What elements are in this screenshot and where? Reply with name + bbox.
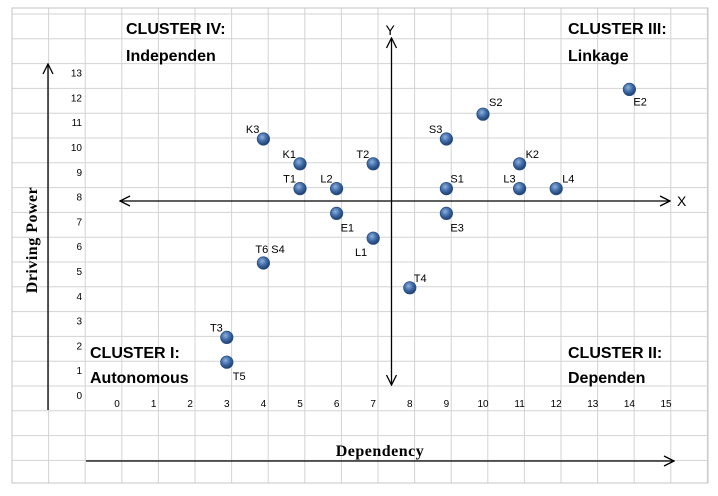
y-tick-label: 11 xyxy=(72,118,83,129)
point-label-k2: K2 xyxy=(526,149,539,161)
point-label-k1: K1 xyxy=(283,149,296,161)
quadrant-x-label: X xyxy=(677,193,687,209)
point-t5 xyxy=(220,355,234,369)
point-label-e2: E2 xyxy=(633,96,646,108)
point-s1 xyxy=(439,182,453,196)
cluster-i-name: Autonomous xyxy=(90,370,189,387)
x-tick-label: 12 xyxy=(551,399,563,410)
y-tick-label: 10 xyxy=(71,143,83,154)
point-label-s3: S3 xyxy=(429,124,442,136)
point-l4 xyxy=(549,182,563,196)
point-k1 xyxy=(293,157,307,171)
x-tick-label: 9 xyxy=(444,399,450,410)
cluster-labels: CLUSTER IV: Independen CLUSTER III: Linkage… xyxy=(90,21,667,387)
data-points: E2 S2 S3 K3 K1 T2 K2 T1 L2 S1 L3 L4 E1 E3 L1 T6 S4 T4 T3 T… xyxy=(210,82,647,383)
y-tick-label: 13 xyxy=(71,69,83,80)
cluster-iii-heading: CLUSTER III: xyxy=(568,21,667,38)
point-label-s2: S2 xyxy=(489,97,502,109)
point-e3 xyxy=(439,206,453,220)
y-tick-label: 1 xyxy=(76,366,82,377)
x-tick-label: 0 xyxy=(114,399,120,410)
point-l3 xyxy=(512,182,527,196)
y-tick-label: 12 xyxy=(71,93,83,104)
x-tick-label: 3 xyxy=(224,399,230,410)
point-k2 xyxy=(512,157,527,171)
point-label-l3: L3 xyxy=(503,174,515,186)
point-t3 xyxy=(220,330,234,344)
y-tick-label: 6 xyxy=(76,242,82,253)
y-tick-label: 4 xyxy=(76,292,82,303)
axes: XY xyxy=(48,22,687,461)
y-tick-label: 5 xyxy=(76,267,82,278)
point-l1 xyxy=(366,231,380,245)
point-t4 xyxy=(403,281,417,295)
x-tick-label: 2 xyxy=(187,399,193,410)
y-tick-label: 8 xyxy=(76,193,82,204)
point-label-t5: T5 xyxy=(233,371,246,383)
point-label-l1: L1 xyxy=(355,247,367,259)
x-tick-label: 11 xyxy=(514,399,525,410)
cluster-ii-heading: CLUSTER II: xyxy=(568,345,662,362)
x-tick-label: 5 xyxy=(297,399,303,410)
x-tick-label: 7 xyxy=(370,399,376,410)
y-tick-label: 2 xyxy=(76,341,82,352)
point-e1 xyxy=(329,206,344,220)
x-tick-label: 13 xyxy=(587,399,599,410)
point-label-e1: E1 xyxy=(341,222,354,234)
x-tick-label: 10 xyxy=(477,399,489,410)
grid-border xyxy=(11,7,709,484)
cluster-i-heading: CLUSTER I: xyxy=(90,345,180,362)
point-t1 xyxy=(293,182,307,196)
point-label-k3: K3 xyxy=(246,124,259,136)
point-e2 xyxy=(622,82,637,97)
point-l2 xyxy=(329,182,344,196)
cluster-iii-name: Linkage xyxy=(568,48,629,65)
y-tick-label: 9 xyxy=(76,168,82,179)
point-label-t3: T3 xyxy=(210,322,223,334)
point-s3 xyxy=(439,132,453,146)
x-axis-title: Dependency xyxy=(336,443,425,460)
point-t6-s4 xyxy=(256,256,270,270)
x-tick-label: 1 xyxy=(151,399,157,410)
point-label-t1: T1 xyxy=(283,174,296,186)
point-s2 xyxy=(476,107,490,121)
x-tick-label: 15 xyxy=(660,399,672,410)
y-tick-label: 0 xyxy=(76,391,82,402)
x-tick-label: 14 xyxy=(624,399,636,410)
y-tick-label: 7 xyxy=(76,217,82,228)
cluster-ii-name: Dependen xyxy=(568,370,645,387)
x-tick-label: 4 xyxy=(261,399,267,410)
background-grid xyxy=(11,7,709,484)
quadrant-y-label: Y xyxy=(386,22,396,38)
x-tick-label: 8 xyxy=(407,399,413,410)
cluster-iv-heading: CLUSTER IV: xyxy=(126,21,226,38)
point-label-t2: T2 xyxy=(356,149,369,161)
point-label-t4: T4 xyxy=(414,273,427,285)
y-axis-title: Driving Power xyxy=(24,187,41,293)
point-t2 xyxy=(366,157,380,171)
point-label-l2: L2 xyxy=(320,174,332,186)
point-label-e3: E3 xyxy=(450,222,463,234)
point-label-t6-s4: T6 S4 xyxy=(255,244,284,256)
point-label-s1: S1 xyxy=(450,174,463,186)
point-k3 xyxy=(256,132,270,146)
y-tick-label: 3 xyxy=(76,317,82,328)
x-tick-label: 6 xyxy=(334,399,340,410)
cluster-iv-name: Independen xyxy=(126,48,216,65)
point-label-l4: L4 xyxy=(562,174,574,186)
axis-titles: Dependency Driving Power xyxy=(24,187,424,460)
